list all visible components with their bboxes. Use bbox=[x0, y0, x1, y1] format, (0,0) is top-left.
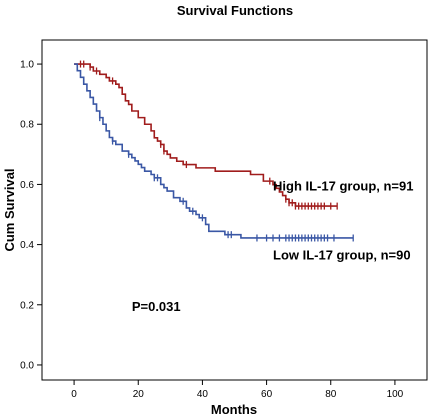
y-tick-label: 0.4 bbox=[20, 240, 34, 251]
y-tick-label: 0.2 bbox=[20, 300, 34, 311]
series-label-annotation: High IL-17 group, n=91 bbox=[273, 178, 414, 193]
x-tick-label: 20 bbox=[133, 389, 145, 400]
chart-title: Survival Functions bbox=[177, 3, 293, 18]
survival-curve-low-il17 bbox=[74, 63, 354, 239]
x-tick-label: 40 bbox=[197, 389, 209, 400]
x-axis-label: Months bbox=[211, 402, 257, 417]
series-label-annotation: Low IL-17 group, n=90 bbox=[273, 248, 411, 263]
p-value-annotation: P=0.031 bbox=[132, 299, 181, 314]
y-axis-label: Cum Survival bbox=[2, 168, 17, 251]
x-tick-label: 60 bbox=[261, 389, 273, 400]
x-tick-label: 0 bbox=[71, 389, 77, 400]
y-tick-label: 0.6 bbox=[20, 180, 34, 191]
x-tick-label: 100 bbox=[387, 389, 404, 400]
x-tick-label: 80 bbox=[325, 389, 337, 400]
plot-area-frame bbox=[41, 39, 428, 381]
y-tick-label: 0.8 bbox=[20, 120, 34, 131]
y-tick-label: 0.0 bbox=[20, 360, 34, 371]
y-tick-label: 1.0 bbox=[20, 60, 34, 71]
